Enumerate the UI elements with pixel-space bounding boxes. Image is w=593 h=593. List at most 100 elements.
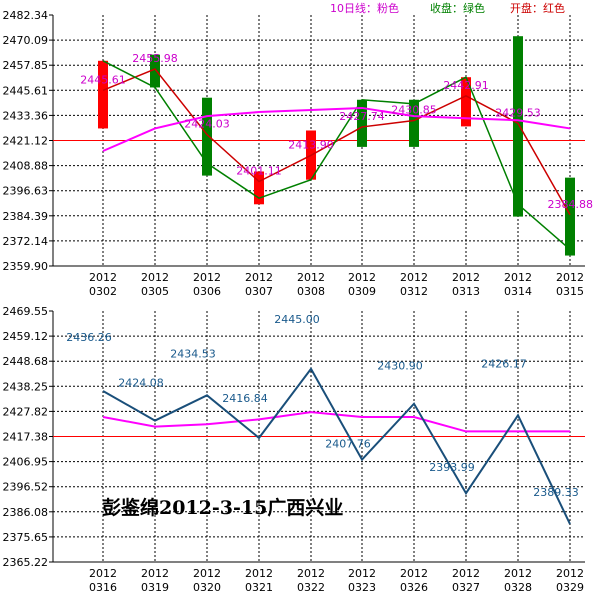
- price-value-label: 2445.00: [274, 313, 320, 326]
- top-y-tick-label: 2408.88: [3, 160, 49, 173]
- open-value-label: 2413.90: [288, 138, 334, 151]
- top-y-tick-label: 2396.63: [3, 185, 49, 198]
- bottom-date-year: 2012: [297, 567, 325, 580]
- top-date-md: 0314: [504, 285, 532, 298]
- top-y-tick-label: 2470.09: [3, 34, 49, 47]
- bottom-y-tick-label: 2386.08: [3, 506, 49, 519]
- bottom-y-tick-label: 2375.65: [3, 531, 49, 544]
- bottom-date-year: 2012: [141, 567, 169, 580]
- top-date-year: 2012: [297, 271, 325, 284]
- top-date-year: 2012: [504, 271, 532, 284]
- top-date-year: 2012: [141, 271, 169, 284]
- top-y-tick-label: 2421.12: [3, 135, 49, 148]
- bottom-date-md: 0320: [193, 581, 221, 593]
- price-value-label: 2407.76: [325, 438, 371, 451]
- top-date-md: 0315: [556, 285, 584, 298]
- open-value-label: 2445.61: [80, 73, 126, 86]
- bottom-date-year: 2012: [245, 567, 273, 580]
- top-date-md: 0306: [193, 285, 221, 298]
- top-y-tick-label: 2359.90: [3, 260, 49, 273]
- open-value-label: 2401.11: [236, 165, 282, 178]
- bottom-y-tick-label: 2438.25: [3, 380, 49, 393]
- bottom-date-year: 2012: [556, 567, 584, 580]
- open-value-label: 2442.91: [443, 79, 489, 92]
- top-date-md: 0309: [348, 285, 376, 298]
- bottom-date-md: 0326: [400, 581, 428, 593]
- top-y-tick-label: 2433.36: [3, 109, 49, 122]
- bottom-y-tick-label: 2469.55: [3, 305, 49, 318]
- price-value-label: 2416.84: [222, 392, 268, 405]
- ma10-line: [102, 106, 571, 152]
- candle-body: [254, 171, 264, 205]
- top-y-tick-label: 2482.34: [3, 9, 49, 22]
- candle-body: [461, 77, 471, 127]
- top-date-year: 2012: [245, 271, 273, 284]
- bottom-date-year: 2012: [400, 567, 428, 580]
- top-date-md: 0307: [245, 285, 273, 298]
- price-value-label: 2393.99: [429, 461, 475, 474]
- bottom-date-md: 0321: [245, 581, 273, 593]
- top-y-tick-label: 2372.14: [3, 235, 49, 248]
- bottom-date-md: 0329: [556, 581, 584, 593]
- open-value-label: 2430.85: [391, 104, 437, 117]
- bottom-date-md: 0319: [141, 581, 169, 593]
- price-value-label: 2434.53: [170, 347, 216, 360]
- price-value-label: 2436.26: [66, 331, 112, 344]
- top-date-year: 2012: [89, 271, 117, 284]
- top-date-year: 2012: [348, 271, 376, 284]
- top-y-tick-label: 2457.85: [3, 59, 49, 72]
- top-date-md: 0312: [400, 285, 428, 298]
- bottom-line-panel: 2469.55 2459.12 2448.68 2438.25 2427.82 2417.…: [3, 305, 585, 593]
- bottom-date-md: 0323: [348, 581, 376, 593]
- candle-body: [357, 99, 367, 147]
- price-value-label: 2424.08: [118, 377, 164, 390]
- bottom-date-year: 2012: [348, 567, 376, 580]
- price-value-label: 2389.33: [533, 486, 579, 499]
- bottom-y-tick-label: 2459.12: [3, 330, 49, 343]
- bottom-date-md: 0327: [452, 581, 480, 593]
- top-date-md: 0308: [297, 285, 325, 298]
- candle-body: [202, 97, 212, 176]
- price-value-label: 2426.17: [481, 357, 527, 370]
- top-date-md: 0302: [89, 285, 117, 298]
- bottom-price-line: [102, 367, 571, 525]
- top-date-md: 0313: [452, 285, 480, 298]
- top-candlestick-panel: 2482.34 2470.09 2457.85 2445.61 2433.36 2421.…: [3, 9, 593, 298]
- top-date-year: 2012: [556, 271, 584, 284]
- open-value-label: 2384.88: [548, 198, 593, 211]
- bottom-date-year: 2012: [504, 567, 532, 580]
- top-date-year: 2012: [400, 271, 428, 284]
- legend-ma10: 10日线：粉色: [330, 1, 399, 15]
- legend-close: 收盘：绿色: [430, 1, 485, 15]
- bottom-y-tick-label: 2448.68: [3, 355, 49, 368]
- author-signature: 彭鉴绵2012-3-15广西兴业: [102, 496, 343, 519]
- open-value-label: 2429.53: [495, 106, 541, 119]
- bottom-y-tick-label: 2406.95: [3, 456, 49, 469]
- bottom-y-tick-label: 2396.52: [3, 481, 49, 494]
- bottom-date-md: 0316: [89, 581, 117, 593]
- bottom-date-year: 2012: [89, 567, 117, 580]
- bottom-y-tick-label: 2427.82: [3, 405, 49, 418]
- bottom-y-tick-label: 2417.38: [3, 431, 49, 444]
- bottom-date-md: 0328: [504, 581, 532, 593]
- bottom-y-tick-label: 2365.22: [3, 556, 49, 569]
- legend-open: 开盘：红色: [510, 1, 565, 15]
- price-value-label: 2430.90: [377, 360, 423, 373]
- open-value-label: 2455.98: [132, 52, 178, 65]
- candle-body: [98, 60, 108, 129]
- top-date-year: 2012: [452, 271, 480, 284]
- open-value-label: 2427.74: [339, 110, 385, 123]
- candle-body: [565, 177, 575, 256]
- open-price-line: [102, 68, 571, 216]
- top-y-tick-label: 2384.39: [3, 210, 49, 223]
- candle-body: [150, 54, 160, 88]
- bottom-date-year: 2012: [452, 567, 480, 580]
- candle-body: [409, 99, 419, 147]
- close-price-line: [102, 60, 571, 250]
- top-y-tick-label: 2445.61: [3, 84, 49, 97]
- bottom-date-md: 0322: [297, 581, 325, 593]
- candle-body: [513, 36, 523, 217]
- top-date-md: 0305: [141, 285, 169, 298]
- open-value-label: 2424.03: [184, 118, 230, 131]
